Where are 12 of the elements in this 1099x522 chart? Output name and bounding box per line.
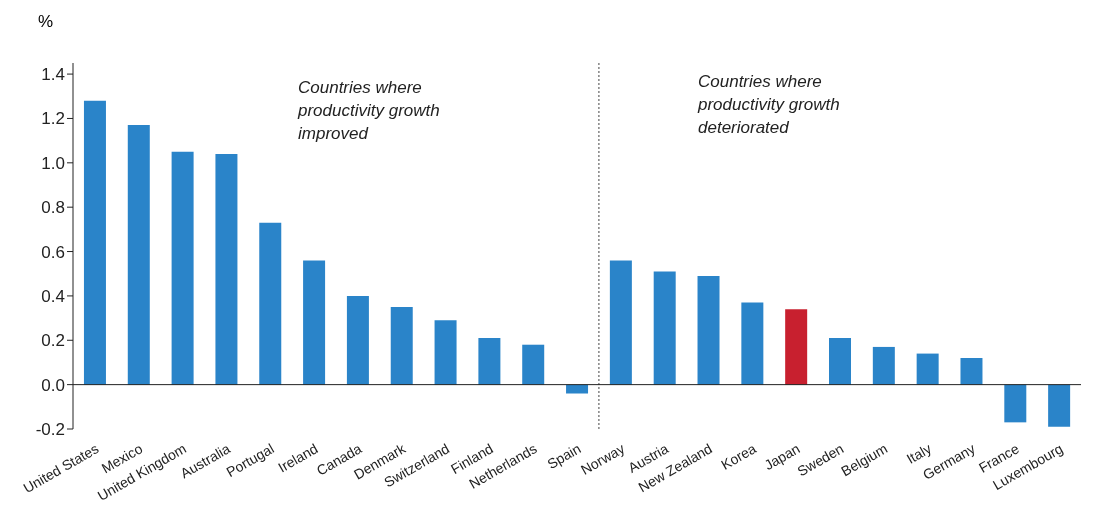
y-tick-label: 1.2 (41, 109, 65, 129)
y-tick-label: 0.2 (41, 331, 65, 351)
y-axis-title: % (38, 12, 54, 32)
y-tick-label: 0.4 (41, 286, 65, 306)
y-tick-label: 0.6 (41, 242, 65, 262)
y-tick-label: -0.2 (35, 420, 65, 440)
y-tick-label: 1.4 (41, 65, 65, 85)
annotation: Countries where productivity growth improved (298, 77, 441, 145)
y-tick-label: 0.0 (41, 375, 65, 395)
annotation: Countries where productivity growth deteriorated (698, 71, 841, 139)
y-tick-label: 0.8 (41, 198, 65, 218)
y-tick-label: 1.0 (41, 153, 65, 173)
